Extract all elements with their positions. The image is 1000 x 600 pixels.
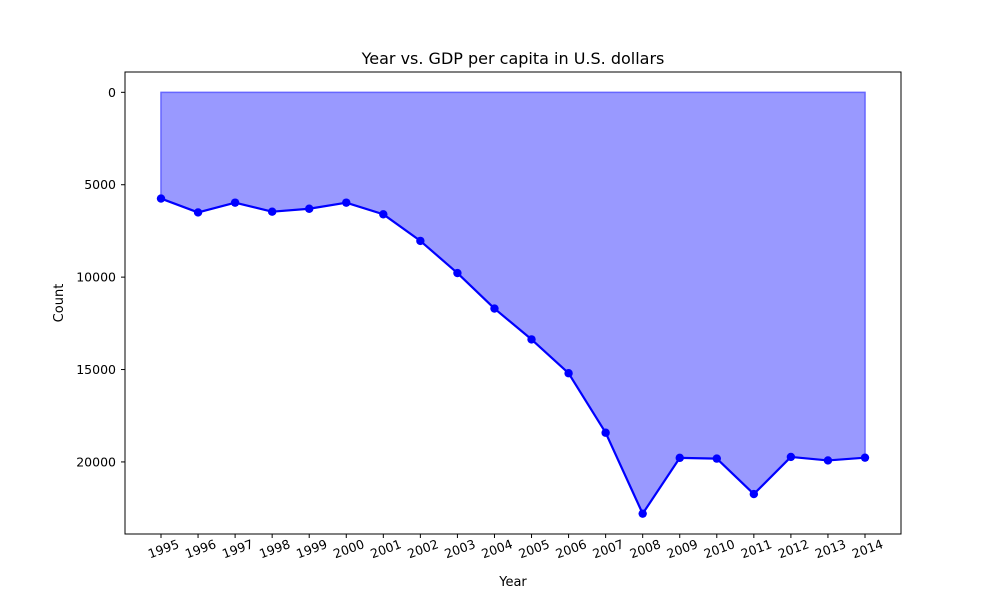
data-point-2013 xyxy=(824,456,832,464)
x-axis-label: Year xyxy=(498,575,527,590)
data-point-2003 xyxy=(453,269,461,277)
data-point-2004 xyxy=(490,304,498,312)
data-point-2011 xyxy=(750,490,758,498)
data-point-2010 xyxy=(713,454,721,462)
y-tick-label: 0 xyxy=(108,85,116,100)
data-point-2012 xyxy=(787,453,795,461)
y-tick-label: 20000 xyxy=(76,454,116,469)
data-point-2008 xyxy=(638,509,646,517)
y-axis-label: Count xyxy=(52,284,67,323)
chart-title: Year vs. GDP per capita in U.S. dollars xyxy=(361,49,665,68)
data-point-2001 xyxy=(379,210,387,218)
data-point-2005 xyxy=(527,335,535,343)
data-point-1995 xyxy=(157,194,165,202)
y-tick-label: 5000 xyxy=(84,177,116,192)
data-point-2000 xyxy=(342,198,350,206)
data-point-2009 xyxy=(676,454,684,462)
data-point-1996 xyxy=(194,208,202,216)
data-point-1999 xyxy=(305,205,313,213)
data-point-1998 xyxy=(268,208,276,216)
data-point-2007 xyxy=(601,429,609,437)
y-tick-label: 15000 xyxy=(76,362,116,377)
data-point-2002 xyxy=(416,237,424,245)
data-point-2006 xyxy=(564,369,572,377)
y-tick-label: 10000 xyxy=(76,270,116,285)
data-point-1997 xyxy=(231,198,239,206)
data-point-2014 xyxy=(861,453,869,461)
